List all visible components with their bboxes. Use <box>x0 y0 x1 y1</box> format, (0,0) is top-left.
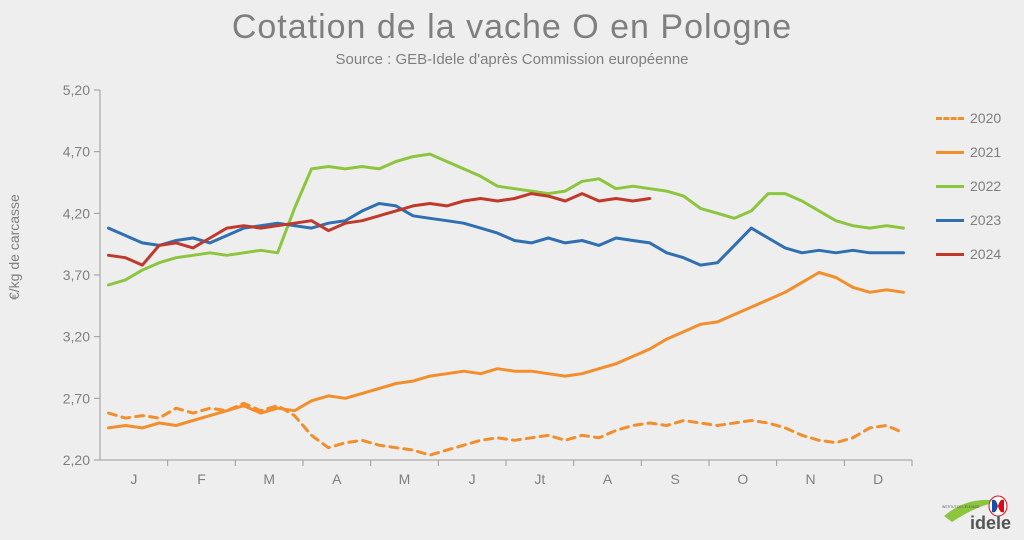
x-tick-label: Jt <box>534 471 545 487</box>
legend-swatch-icon <box>936 151 964 154</box>
legend-item: 2020 <box>936 110 1016 126</box>
x-tick-label: N <box>805 471 815 487</box>
legend-swatch-icon <box>936 185 964 188</box>
y-tick-label: 2,20 <box>63 452 90 468</box>
legend-swatch-icon <box>936 253 964 256</box>
y-tick-label: 4,70 <box>63 144 90 160</box>
x-tick-label: F <box>197 471 206 487</box>
legend-item: 2021 <box>936 144 1016 160</box>
series-2022 <box>109 154 904 285</box>
legend-label: 2021 <box>970 144 1001 160</box>
legend-item: 2024 <box>936 246 1016 262</box>
x-tick-label: M <box>263 471 275 487</box>
chart-subtitle: Source : GEB-Idele d'après Commission eu… <box>0 51 1024 68</box>
legend-label: 2020 <box>970 110 1001 126</box>
y-tick-label: 5,20 <box>63 82 90 98</box>
x-tick-label: O <box>737 471 748 487</box>
legend-label: 2024 <box>970 246 1001 262</box>
chart-svg: 2,20 2,70 3,20 3,70 4,20 4,70 5,20 J F M A M J Jt A S O N… <box>30 80 930 500</box>
logo-primary-text: idele <box>970 513 1011 533</box>
y-axis-label: €/kg de carcasse <box>6 194 22 300</box>
legend-label: 2022 <box>970 178 1001 194</box>
x-tick-label: M <box>399 471 411 487</box>
legend: 2020 2021 2022 2023 2024 <box>936 110 1016 280</box>
x-tick-label: D <box>873 471 883 487</box>
series-2021 <box>109 273 904 428</box>
x-tick-label: J <box>130 471 137 487</box>
idele-logo: INSTITUT DE L'ÉLEVAGE idele <box>940 488 1018 534</box>
x-tick-label: A <box>332 471 342 487</box>
x-tick-label: J <box>469 471 476 487</box>
y-tick-label: 4,20 <box>63 205 90 221</box>
legend-swatch-icon <box>936 117 964 120</box>
logo-secondary-text: INSTITUT DE L'ÉLEVAGE <box>942 504 980 509</box>
y-tick-label: 3,70 <box>63 267 90 283</box>
chart-area: 2,20 2,70 3,20 3,70 4,20 4,70 5,20 J F M A M J Jt A S O N… <box>30 80 930 500</box>
x-tick-label: A <box>603 471 613 487</box>
x-tick-label: S <box>670 471 679 487</box>
chart-title: Cotation de la vache O en Pologne <box>0 0 1024 47</box>
legend-item: 2022 <box>936 178 1016 194</box>
legend-item: 2023 <box>936 212 1016 228</box>
legend-label: 2023 <box>970 212 1001 228</box>
legend-swatch-icon <box>936 219 964 222</box>
y-tick-label: 2,70 <box>63 390 90 406</box>
y-tick-label: 3,20 <box>63 329 90 345</box>
